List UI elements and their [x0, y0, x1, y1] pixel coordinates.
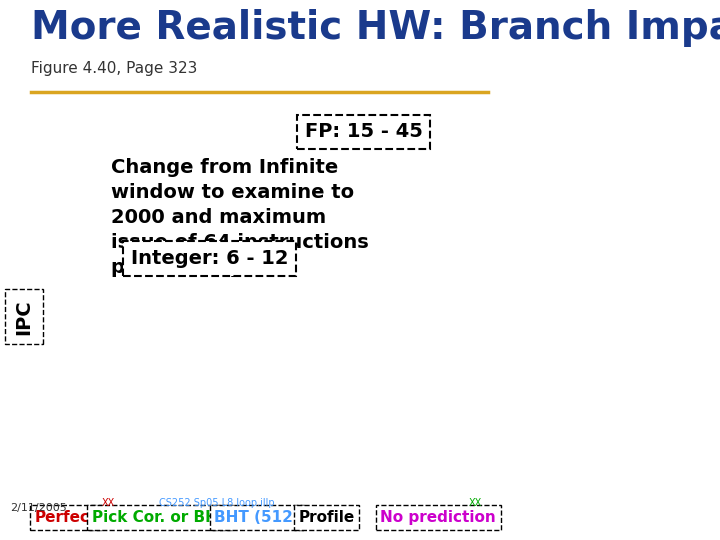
Text: CS252 Sp05 L8 loop.illp: CS252 Sp05 L8 loop.illp	[160, 498, 275, 508]
Text: Integer: 6 - 12: Integer: 6 - 12	[131, 249, 289, 268]
Text: More Realistic HW: Branch Impact: More Realistic HW: Branch Impact	[31, 9, 720, 48]
Text: Perfect: Perfect	[35, 510, 97, 525]
Text: FP: 15 - 45: FP: 15 - 45	[305, 122, 423, 141]
Text: XX: XX	[102, 498, 114, 508]
Text: IPC: IPC	[14, 299, 33, 334]
Text: No prediction: No prediction	[380, 510, 496, 525]
Text: BHT (512): BHT (512)	[214, 510, 300, 525]
Text: Profile: Profile	[298, 510, 355, 525]
Text: Pick Cor. or BHT: Pick Cor. or BHT	[92, 510, 228, 525]
Text: 2/11/2005: 2/11/2005	[10, 503, 67, 513]
Text: XX: XX	[469, 498, 482, 508]
Text: Change from Infinite
window to examine to
2000 and maximum
issue of 64 instructi: Change from Infinite window to examine t…	[111, 158, 369, 277]
Text: Figure 4.40, Page 323: Figure 4.40, Page 323	[31, 62, 197, 76]
